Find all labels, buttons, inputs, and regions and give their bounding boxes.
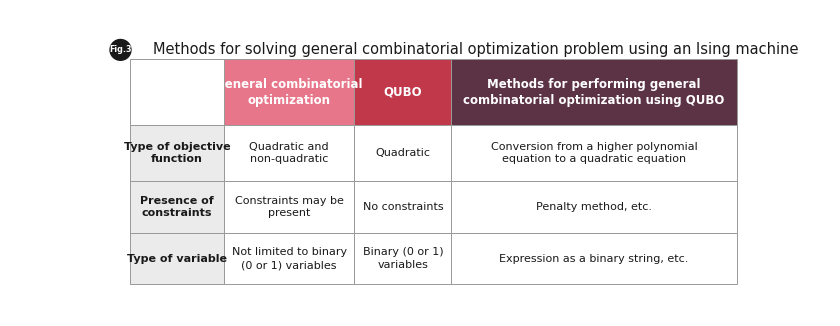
Text: Methods for performing general
combinatorial optimization using QUBO: Methods for performing general combinato… [464, 78, 725, 107]
Bar [354, 233, 451, 284]
Bar [130, 181, 223, 233]
Circle shape [110, 39, 131, 60]
Bar [354, 59, 451, 126]
Bar [223, 126, 354, 181]
Text: Quadratic and
non-quadratic: Quadratic and non-quadratic [249, 141, 329, 164]
Bar [130, 59, 223, 126]
Bar [223, 233, 354, 284]
Bar [130, 233, 223, 284]
Text: Quadratic: Quadratic [375, 148, 430, 158]
Bar [451, 59, 737, 126]
Text: No constraints: No constraints [363, 202, 444, 212]
Bar [130, 126, 223, 181]
Bar [223, 181, 354, 233]
Bar [223, 59, 354, 126]
Text: Penalty method, etc.: Penalty method, etc. [536, 202, 652, 212]
Bar [354, 181, 451, 233]
Text: General combinatorial
optimization: General combinatorial optimization [215, 78, 363, 107]
Bar [354, 126, 451, 181]
Text: Conversion from a higher polynomial
equation to a quadratic equation: Conversion from a higher polynomial equa… [491, 141, 697, 164]
Text: Binary (0 or 1)
variables: Binary (0 or 1) variables [363, 247, 444, 270]
Text: Methods for solving general combinatorial optimization problem using an Ising ma: Methods for solving general combinatoria… [153, 42, 799, 57]
Text: Type of variable: Type of variable [127, 254, 227, 264]
Text: QUBO: QUBO [384, 86, 423, 99]
Text: Type of objective
function: Type of objective function [123, 141, 230, 164]
Bar [451, 233, 737, 284]
Text: Fig.3: Fig.3 [109, 45, 132, 54]
Bar [451, 126, 737, 181]
Text: Expression as a binary string, etc.: Expression as a binary string, etc. [499, 254, 689, 264]
Text: Constraints may be
present: Constraints may be present [234, 196, 344, 218]
Text: Presence of
constraints: Presence of constraints [140, 196, 213, 218]
Bar [451, 181, 737, 233]
Text: Not limited to binary
(0 or 1) variables: Not limited to binary (0 or 1) variables [232, 247, 347, 270]
